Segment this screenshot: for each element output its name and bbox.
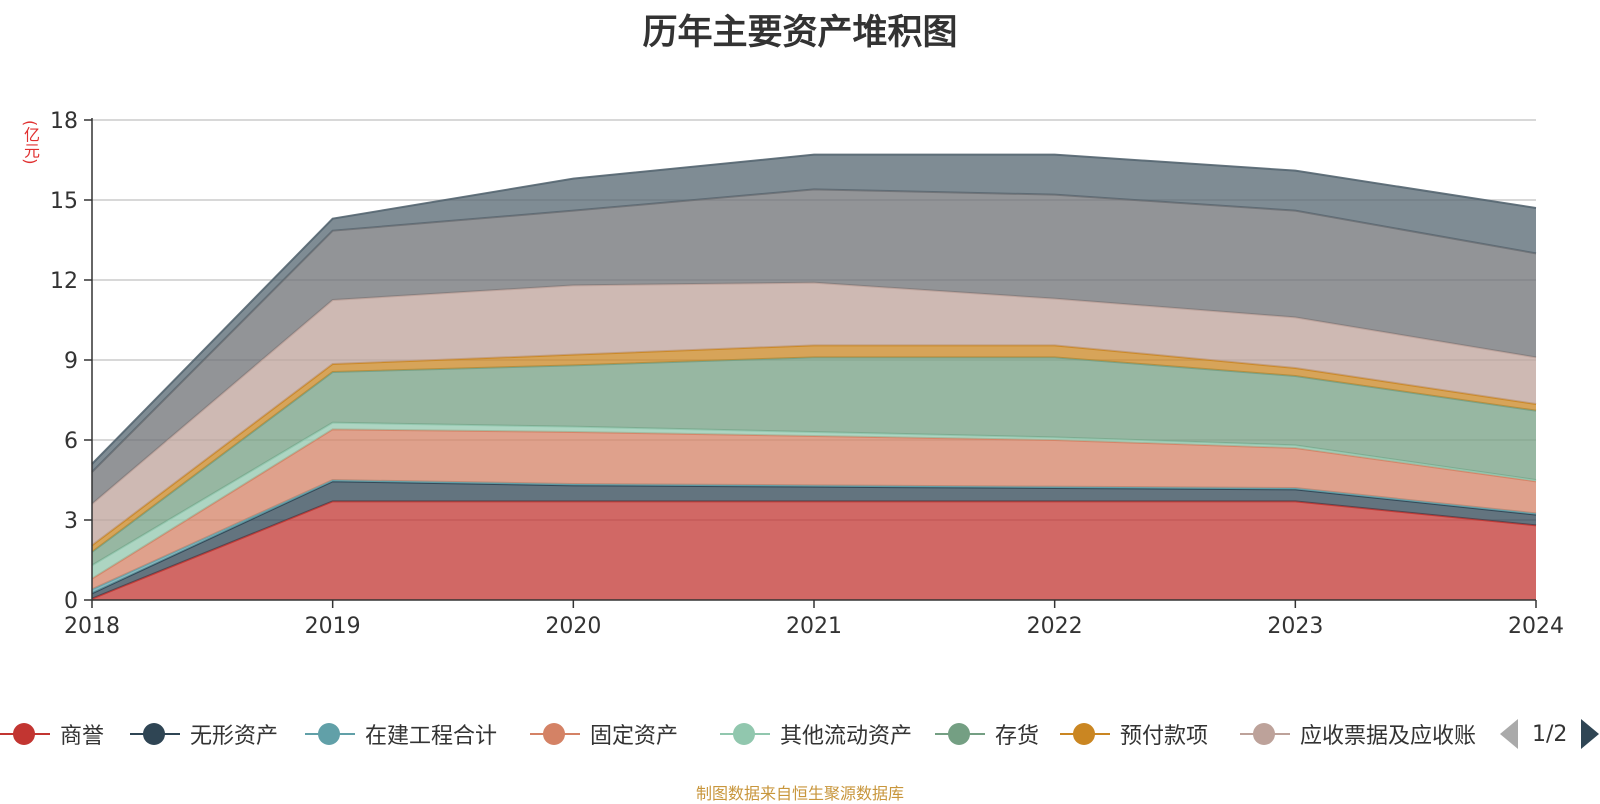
legend-item[interactable]: 存货 [935, 716, 1039, 752]
legend-marker-icon [935, 722, 985, 746]
legend-item[interactable]: 无形资产 [130, 716, 278, 752]
legend-label: 应收票据及应收账 [1300, 724, 1477, 749]
legend-label: 无形资产 [190, 724, 279, 749]
x-tick-label: 2018 [64, 614, 120, 639]
y-tick-label: 18 [50, 109, 78, 134]
legend-marker-icon [530, 722, 580, 746]
legend-marker-icon [1060, 722, 1110, 746]
legend-label: 其他流动资产 [780, 724, 913, 749]
legend-marker-icon [305, 722, 355, 746]
area-商誉 [92, 501, 1536, 600]
x-tick-label: 2021 [786, 614, 842, 639]
x-tick-label: 2020 [545, 614, 601, 639]
legend-marker-icon [130, 722, 180, 746]
legend-page-indicator: 1/2 [1532, 721, 1568, 747]
legend-items: 商誉 无形资产 在建工程合计 固定资产 其他流动资产 存货 预付款项 应收票据及应收账 [0, 716, 1480, 752]
legend-label: 固定资产 [590, 724, 679, 749]
y-tick-label: 0 [64, 589, 78, 614]
y-tick-label: 6 [64, 429, 78, 454]
x-tick-label: 2019 [305, 614, 361, 639]
legend-marker-icon [720, 722, 770, 746]
chart-title: 历年主要资产堆积图 [642, 13, 958, 53]
area-固定资产 [92, 429, 1536, 590]
legend-label: 在建工程合计 [365, 724, 498, 749]
area-应收票据及应收账款 [92, 282, 1536, 546]
y-axis-unit: (亿元) [21, 120, 40, 165]
legend-pager: 1/2 [1500, 716, 1600, 752]
legend-prev-icon[interactable] [1500, 719, 1518, 749]
legend: 商誉 无形资产 在建工程合计 固定资产 其他流动资产 存货 预付款项 应收票据及应收账 1/2 [0, 716, 1600, 752]
y-tick-label: 12 [50, 269, 78, 294]
y-tick-label: 9 [64, 349, 78, 374]
area-货币资金 [92, 189, 1536, 505]
y-tick-label: 3 [64, 509, 78, 534]
legend-next-icon[interactable] [1581, 719, 1600, 749]
legend-label: 预付款项 [1120, 724, 1209, 749]
legend-marker-icon [0, 722, 50, 746]
legend-item[interactable]: 商誉 [0, 716, 104, 752]
legend-item[interactable]: 其他流动资产 [720, 716, 912, 752]
legend-item[interactable]: 固定资产 [530, 716, 678, 752]
y-tick-label: 15 [50, 189, 78, 214]
legend-item[interactable]: 应收票据及应收账 [1240, 716, 1476, 752]
x-tick-label: 2022 [1027, 614, 1083, 639]
area-存货 [92, 357, 1536, 566]
legend-item[interactable]: 在建工程合计 [305, 716, 497, 752]
legend-label: 存货 [995, 724, 1040, 749]
legend-label: 商誉 [60, 724, 105, 749]
line-交易性金融资产 [91, 153, 1537, 465]
source-note: 制图数据来自恒生聚源数据库 [695, 784, 904, 803]
legend-item[interactable]: 预付款项 [1060, 716, 1208, 752]
legend-marker-icon [1240, 722, 1290, 746]
x-tick-label: 2024 [1508, 614, 1564, 639]
x-tick-label: 2023 [1267, 614, 1323, 639]
